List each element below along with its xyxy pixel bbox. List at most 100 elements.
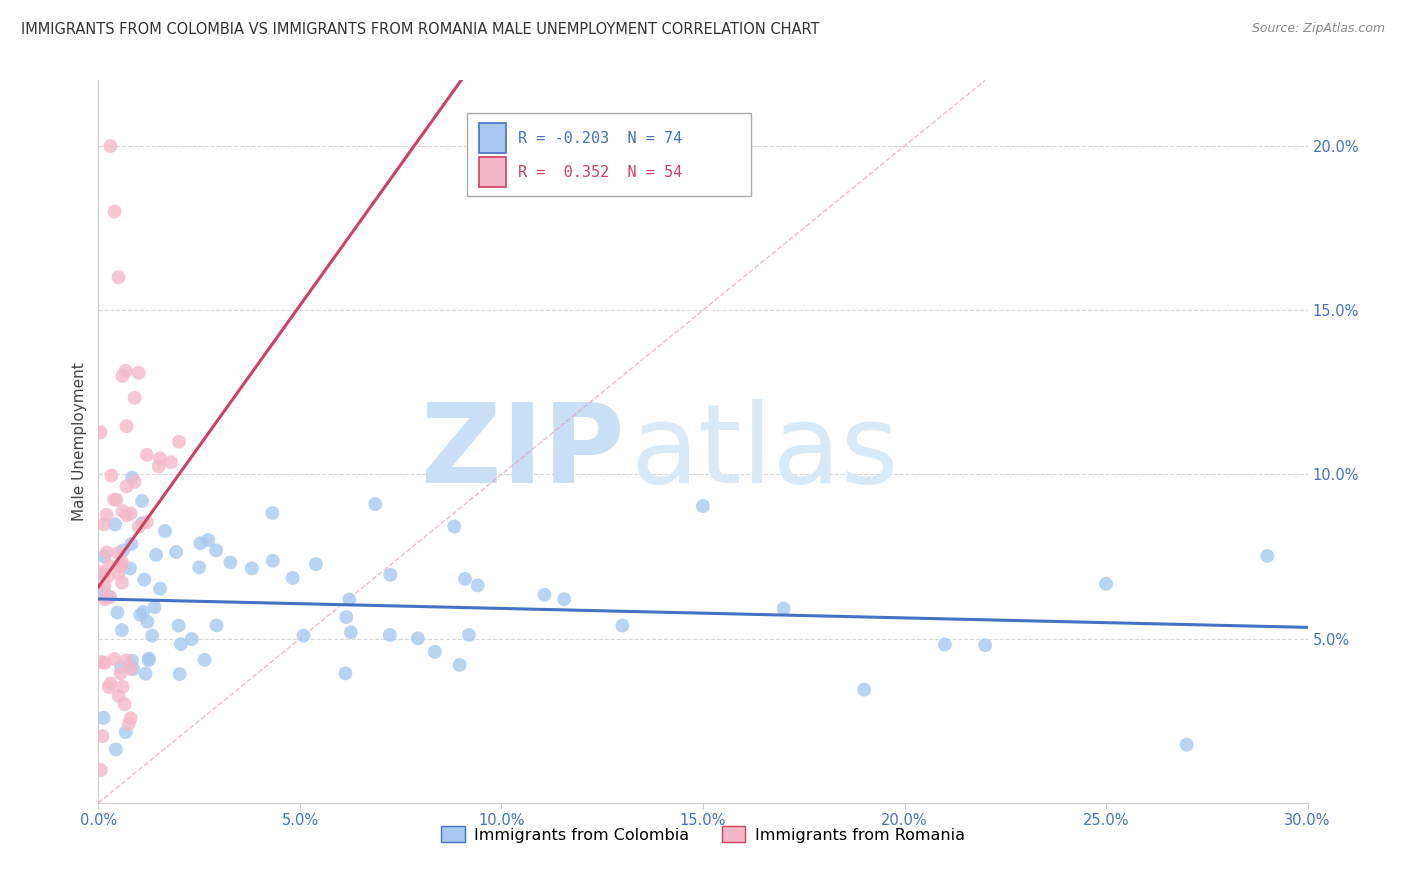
- Point: [120, 711, 142, 725]
- Point: [169, 667, 191, 681]
- Point: [378, 628, 401, 642]
- Point: [105, 492, 128, 507]
- Point: [118, 716, 141, 731]
- Point: [1095, 577, 1118, 591]
- Point: [380, 567, 402, 582]
- Point: [103, 652, 125, 666]
- Point: [107, 566, 129, 581]
- Point: [205, 543, 228, 558]
- Point: [97, 569, 120, 583]
- Point: [141, 629, 163, 643]
- Point: [148, 459, 170, 474]
- Point: [240, 561, 263, 575]
- Point: [449, 657, 471, 672]
- Point: [124, 391, 146, 405]
- Point: [100, 468, 122, 483]
- Point: [121, 654, 143, 668]
- Text: ZIP: ZIP: [420, 399, 624, 506]
- Point: [103, 204, 125, 219]
- Point: [107, 606, 129, 620]
- Point: [167, 434, 190, 449]
- Point: [111, 623, 134, 637]
- Point: [143, 600, 166, 615]
- Point: [135, 515, 157, 529]
- Point: [262, 506, 284, 520]
- Point: [111, 558, 134, 573]
- Point: [93, 711, 115, 725]
- Point: [89, 425, 111, 440]
- Point: [124, 475, 146, 489]
- Point: [111, 368, 134, 383]
- Point: [335, 610, 357, 624]
- Point: [134, 666, 156, 681]
- Point: [772, 601, 794, 615]
- Point: [115, 419, 138, 434]
- Point: [340, 625, 363, 640]
- Point: [115, 508, 138, 523]
- FancyBboxPatch shape: [479, 123, 506, 153]
- Point: [93, 585, 115, 599]
- Point: [165, 545, 187, 559]
- Text: R =  0.352  N = 54: R = 0.352 N = 54: [517, 164, 682, 179]
- Point: [111, 680, 134, 694]
- Point: [692, 499, 714, 513]
- Point: [111, 504, 134, 518]
- Point: [114, 725, 136, 739]
- Point: [90, 763, 112, 777]
- Point: [97, 680, 120, 694]
- Point: [111, 575, 134, 590]
- Point: [170, 637, 193, 651]
- Point: [458, 628, 481, 642]
- Point: [108, 558, 131, 573]
- Point: [98, 590, 121, 604]
- Point: [533, 588, 555, 602]
- Point: [122, 662, 145, 676]
- Point: [335, 666, 357, 681]
- Point: [112, 543, 135, 558]
- Point: [145, 548, 167, 562]
- Point: [553, 592, 575, 607]
- Point: [138, 653, 160, 667]
- Point: [281, 571, 304, 585]
- Point: [443, 519, 465, 533]
- Point: [180, 632, 202, 646]
- Point: [120, 507, 142, 521]
- Point: [305, 557, 328, 571]
- Point: [364, 497, 387, 511]
- Point: [167, 618, 190, 632]
- Point: [974, 638, 997, 652]
- Point: [93, 579, 115, 593]
- Point: [110, 660, 132, 674]
- Point: [110, 666, 132, 681]
- Point: [100, 676, 122, 690]
- Point: [94, 592, 117, 607]
- Point: [118, 561, 141, 575]
- Point: [423, 645, 446, 659]
- Point: [120, 662, 142, 676]
- Point: [612, 618, 634, 632]
- Point: [104, 517, 127, 532]
- Point: [107, 546, 129, 560]
- Point: [454, 572, 477, 586]
- Point: [103, 492, 125, 507]
- Point: [111, 555, 134, 569]
- Y-axis label: Male Unemployment: Male Unemployment: [72, 362, 87, 521]
- Point: [337, 592, 360, 607]
- Point: [107, 689, 129, 703]
- Point: [104, 742, 127, 756]
- Text: IMMIGRANTS FROM COLOMBIA VS IMMIGRANTS FROM ROMANIA MALE UNEMPLOYMENT CORRELATIO: IMMIGRANTS FROM COLOMBIA VS IMMIGRANTS F…: [21, 22, 820, 37]
- Legend: Immigrants from Colombia, Immigrants from Romania: Immigrants from Colombia, Immigrants fro…: [434, 820, 972, 849]
- Point: [188, 560, 211, 574]
- Point: [128, 520, 150, 534]
- Point: [98, 558, 121, 573]
- Point: [190, 536, 212, 550]
- Point: [94, 656, 117, 670]
- Point: [114, 697, 136, 711]
- Point: [121, 470, 143, 484]
- Point: [131, 494, 153, 508]
- Point: [1175, 738, 1198, 752]
- Point: [90, 655, 112, 669]
- Point: [149, 582, 172, 596]
- Point: [121, 537, 143, 551]
- Point: [89, 566, 111, 580]
